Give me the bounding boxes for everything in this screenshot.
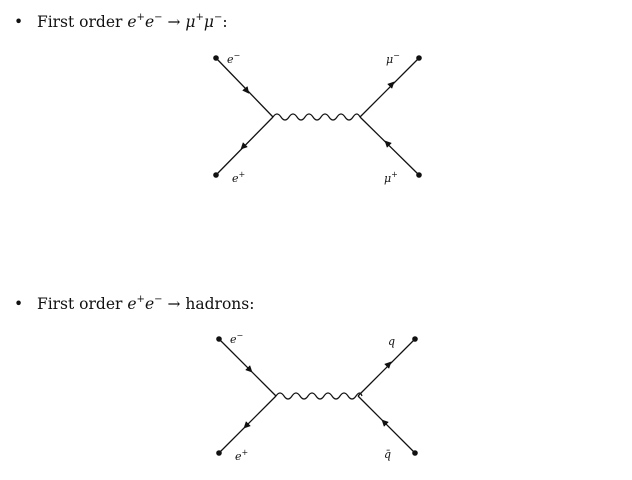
muon-line <box>359 57 420 118</box>
reaction-arrow: → <box>167 13 181 32</box>
particle-symbol: μ <box>203 13 214 32</box>
reaction-arrow: → <box>167 295 181 314</box>
endpoint-dot <box>412 336 418 342</box>
photon-propagator <box>275 392 363 400</box>
feynman-diagram-2: e− e+ q q̄ <box>216 331 418 463</box>
endpoint-dot <box>216 450 222 456</box>
endpoint-dot <box>416 172 422 178</box>
electron-line <box>215 57 274 118</box>
feynman-diagram-1: e− e+ μ− μ+ <box>213 51 422 185</box>
label-bottom-right: μ+ <box>384 170 398 185</box>
bullet-prefix: First order <box>36 13 123 32</box>
photon-propagator <box>272 113 361 121</box>
antiquark-line <box>357 395 416 454</box>
charge-sup: − <box>213 12 223 23</box>
quark-line <box>357 338 416 397</box>
particle-symbol: e <box>127 13 137 32</box>
endpoint-dot <box>216 336 222 342</box>
label-bottom-left: e+ <box>232 170 245 185</box>
bullet-line-2: • First order e+e− → hadrons: <box>14 291 254 314</box>
endpoint-dot <box>416 55 422 61</box>
particle-symbol: e <box>144 13 155 32</box>
particle-symbol: e <box>144 295 155 314</box>
positron-line <box>215 116 274 176</box>
charge-sup: − <box>154 294 163 305</box>
particle-symbol: e <box>127 295 137 314</box>
label-bottom-right: q̄ <box>384 448 391 461</box>
label-bottom-left: e+ <box>235 448 248 463</box>
bullet-icon: • <box>14 295 24 314</box>
bullet-prefix: First order <box>36 295 123 314</box>
label-top-right: μ− <box>386 51 400 66</box>
endpoint-dot <box>213 172 219 178</box>
punctuation: : <box>222 13 228 32</box>
positron-line <box>218 395 277 454</box>
charge-sup: − <box>154 12 163 23</box>
bullet-line-1: • First order e+e− → μ+μ−: <box>14 9 228 32</box>
charge-sup: + <box>195 12 204 23</box>
endpoint-dot <box>412 450 418 456</box>
charge-sup: + <box>136 294 145 305</box>
endpoint-dot <box>213 55 219 61</box>
charge-sup: + <box>136 12 145 23</box>
label-top-right: q <box>388 335 395 348</box>
electron-line <box>218 338 277 397</box>
particle-symbol: μ <box>185 13 196 32</box>
label-top-left: e− <box>230 331 243 346</box>
label-top-left: e− <box>227 51 240 66</box>
bullet-icon: • <box>14 13 24 32</box>
products-text: hadrons: <box>185 295 255 314</box>
antimuon-line <box>359 116 420 176</box>
